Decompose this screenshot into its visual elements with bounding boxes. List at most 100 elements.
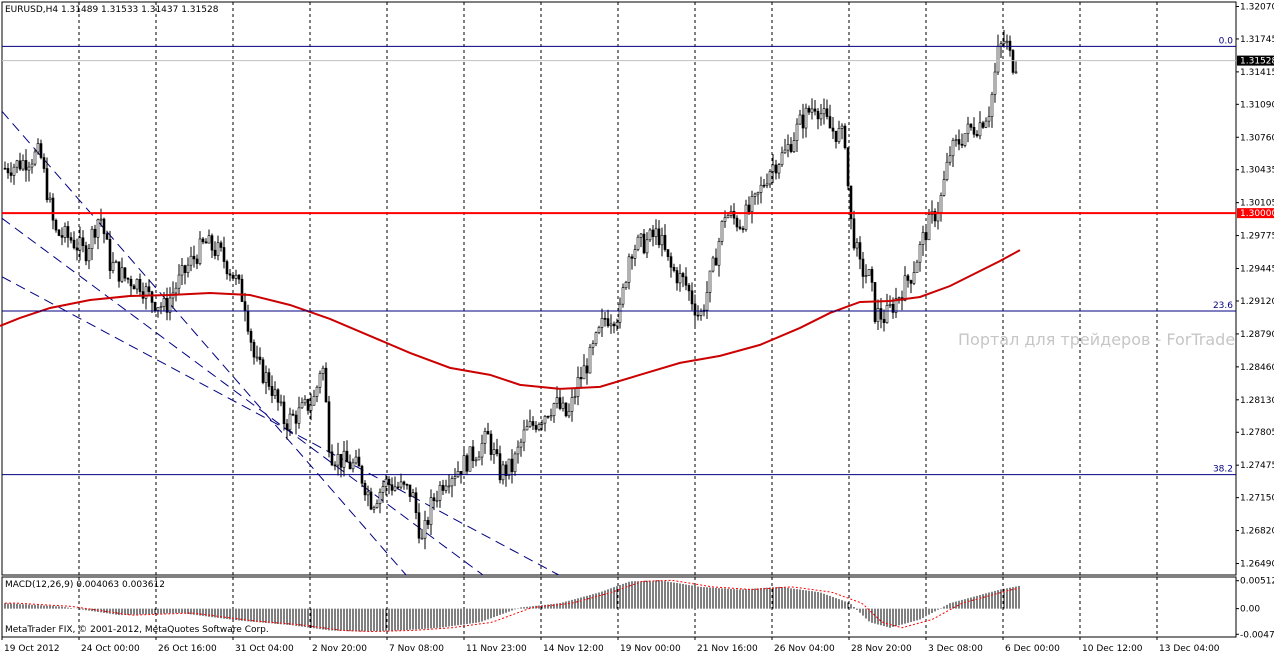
candle-body [192, 255, 196, 260]
candle-body [267, 372, 271, 387]
candle-body [393, 486, 397, 491]
y-tick-label: 1.27805 [1240, 428, 1274, 438]
candle-body [660, 234, 664, 246]
candle-body [921, 232, 925, 245]
candle-body [12, 166, 16, 176]
candle-body [705, 292, 709, 311]
candle-body [738, 226, 742, 229]
candle-body [288, 413, 292, 430]
candle-body [102, 218, 106, 235]
candle-body [306, 398, 310, 411]
candle-body [42, 157, 46, 169]
candle-body [804, 107, 808, 129]
candle-body [927, 214, 931, 241]
candle-body [909, 280, 913, 284]
candle-body [24, 160, 28, 171]
channel-line [1, 217, 484, 576]
candle-body [318, 373, 322, 388]
candle-body [666, 249, 670, 257]
y-tick-label: 1.29775 [1240, 232, 1274, 242]
candle-body [831, 127, 835, 132]
candle-body [132, 285, 136, 290]
candle-body [249, 330, 253, 343]
candle-body [711, 257, 715, 272]
candle-body [693, 303, 697, 316]
candle-body [759, 184, 763, 193]
y-tick-label: 1.29445 [1240, 265, 1274, 275]
y-tick-label: 1.31415 [1240, 68, 1274, 78]
candle-body [75, 247, 79, 251]
candle-body [645, 239, 649, 254]
candle-body [3, 167, 7, 170]
candle-body [372, 507, 376, 510]
candle-body [474, 459, 478, 462]
candle-body [969, 123, 973, 128]
candle-body [189, 255, 193, 266]
x-tick-label: 7 Nov 08:00 [389, 644, 444, 654]
watermark: Портал для трейдеров - ForTrader [958, 330, 1236, 349]
candle-body [99, 218, 103, 221]
candle-body [696, 314, 700, 317]
candle-body [531, 421, 535, 426]
candle-body [456, 470, 460, 478]
candle-body [978, 122, 982, 137]
candle-body [798, 114, 802, 125]
candle-body [237, 274, 241, 280]
candle-body [552, 403, 556, 416]
y-tick-label: 1.32070 [1240, 2, 1274, 12]
candle-body [285, 423, 289, 430]
candle-body [333, 464, 337, 467]
candle-body [450, 478, 454, 487]
candle-body [747, 204, 751, 212]
candle-body [411, 492, 415, 497]
candle-body [366, 491, 370, 496]
candle-body [903, 275, 907, 301]
candle-body [204, 241, 208, 244]
candle-body [621, 287, 625, 305]
candle-body [219, 242, 223, 248]
candle-body [972, 127, 976, 135]
candle-body [543, 415, 547, 424]
candle-body [231, 274, 235, 279]
candle-body [876, 308, 880, 322]
candle-body [807, 107, 811, 113]
candle-body [309, 404, 313, 411]
candle-body [555, 397, 559, 404]
candle-body [813, 108, 817, 112]
candle-body [342, 450, 346, 468]
candle-body [675, 270, 679, 284]
candle-body [744, 204, 748, 230]
candle-body [228, 273, 232, 276]
copyright-text: MetaTrader FIX, © 2001-2012, MetaQuotes … [5, 625, 269, 635]
y-tick-label: 1.28790 [1240, 330, 1274, 340]
candle-body [123, 267, 127, 279]
candle-body [54, 219, 58, 231]
x-tick-label: 26 Oct 16:00 [158, 644, 217, 654]
candle-body [579, 377, 583, 380]
candle-body [390, 484, 394, 491]
candle-body [375, 503, 379, 508]
candle-body [213, 249, 217, 256]
candle-body [1005, 40, 1009, 43]
candle-body [93, 228, 97, 238]
candle-body [9, 172, 13, 176]
candle-body [36, 143, 40, 153]
candle-body [345, 450, 349, 463]
candle-body [741, 228, 745, 230]
price-panel [1, 1, 1237, 576]
candle-body [726, 215, 730, 219]
candle-body [912, 272, 916, 284]
candle-body [405, 484, 409, 486]
candle-body [663, 234, 667, 250]
candle-body [918, 244, 922, 263]
candle-body [720, 221, 724, 242]
candle-body [210, 235, 214, 251]
candle-body [216, 242, 220, 256]
candle-body [462, 455, 466, 476]
candle-body [519, 441, 523, 448]
candle-body [81, 237, 85, 246]
candle-body [561, 402, 565, 409]
candle-body [198, 238, 202, 264]
candle-body [753, 193, 757, 197]
